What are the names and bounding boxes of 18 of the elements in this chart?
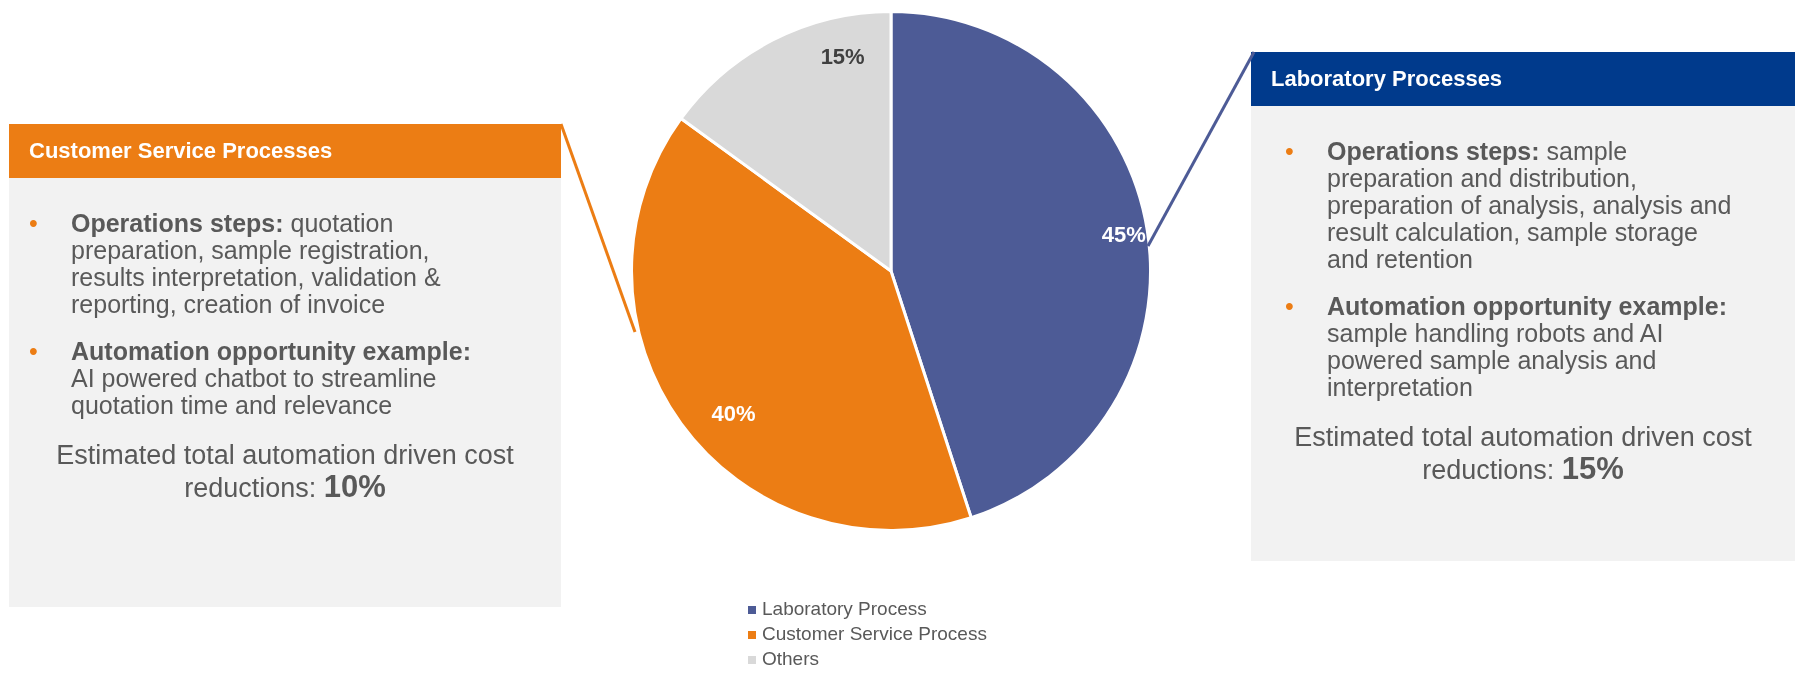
- legend-label: Laboratory Process: [761, 597, 928, 621]
- text: 10%: [323, 469, 386, 504]
- data-label: 15%: [820, 43, 865, 69]
- legend-label: Customer Service Process: [761, 622, 987, 646]
- legend-label: Others: [761, 647, 821, 671]
- data-label: 40%: [711, 401, 756, 427]
- text: Automation opportunity example:: [71, 337, 471, 365]
- text: 15%: [1561, 451, 1624, 486]
- text: •: [1285, 137, 1294, 165]
- text: •: [29, 337, 38, 365]
- text: Operations steps:: [71, 209, 284, 237]
- text: •: [29, 209, 38, 237]
- text: Laboratory Processes: [1251, 52, 1795, 106]
- text: Operations steps:: [1327, 137, 1540, 165]
- text: •: [1285, 292, 1294, 320]
- text: Customer Service Processes: [9, 124, 561, 178]
- data-label: 45%: [1101, 222, 1146, 248]
- text: Automation opportunity example:: [1327, 292, 1727, 320]
